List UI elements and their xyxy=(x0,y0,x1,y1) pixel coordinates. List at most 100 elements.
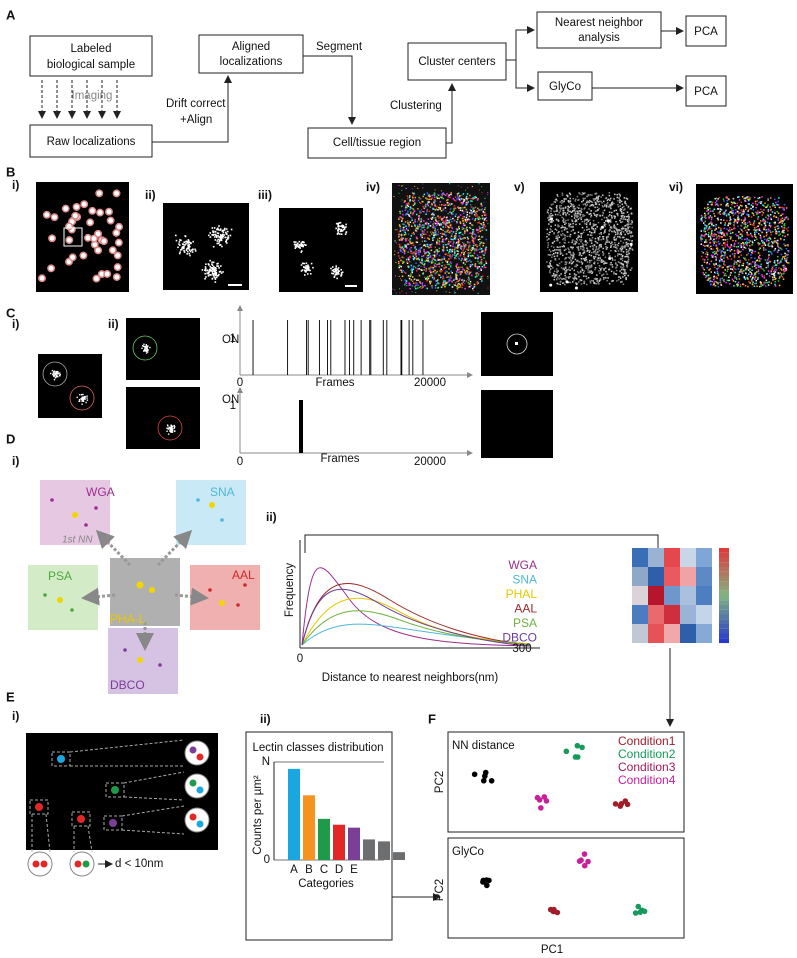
loc xyxy=(571,226,573,228)
loc xyxy=(440,204,443,206)
node-box xyxy=(685,75,727,107)
loc xyxy=(714,215,716,217)
loc xyxy=(626,251,628,253)
loc xyxy=(764,238,766,241)
loc xyxy=(442,239,444,242)
loc xyxy=(557,246,560,249)
loc xyxy=(412,258,414,260)
loc xyxy=(564,270,567,273)
loc xyxy=(466,193,469,195)
loc xyxy=(587,228,590,230)
loc xyxy=(143,343,145,345)
loc xyxy=(757,228,759,231)
loc xyxy=(769,251,772,253)
loc xyxy=(588,254,591,256)
loc xyxy=(403,246,406,248)
loc xyxy=(740,245,743,247)
loc xyxy=(399,228,402,230)
loc xyxy=(438,243,441,245)
loc xyxy=(478,274,480,276)
loc xyxy=(394,240,396,242)
loc xyxy=(406,262,409,264)
loc xyxy=(606,203,608,205)
loc xyxy=(451,203,453,205)
loc xyxy=(754,273,757,275)
loc xyxy=(589,238,591,240)
loc xyxy=(785,248,788,250)
loc xyxy=(751,240,753,243)
loc xyxy=(416,221,418,223)
axis-label: ON xyxy=(222,334,239,346)
loc xyxy=(473,197,475,200)
loc xyxy=(478,183,480,185)
loc xyxy=(589,266,591,268)
loc xyxy=(704,248,706,250)
loc xyxy=(451,248,454,251)
loc xyxy=(412,222,415,224)
loc xyxy=(437,238,439,240)
loc xyxy=(443,279,445,282)
loc xyxy=(480,241,483,244)
loc xyxy=(732,197,735,200)
loc xyxy=(404,210,406,212)
loc xyxy=(455,254,458,256)
loc xyxy=(481,208,484,210)
loc xyxy=(444,285,446,288)
loc xyxy=(739,261,741,263)
loc xyxy=(744,259,747,261)
loc xyxy=(398,235,401,237)
loc xyxy=(718,232,720,234)
loc xyxy=(452,243,454,245)
loc xyxy=(713,212,715,215)
loc xyxy=(216,228,218,231)
loc xyxy=(783,270,785,272)
loc xyxy=(771,266,774,269)
loc xyxy=(419,221,422,223)
loc xyxy=(599,269,602,272)
loc xyxy=(429,206,432,208)
node-box xyxy=(198,34,304,74)
loc xyxy=(623,212,625,214)
loc xyxy=(447,196,449,198)
spot xyxy=(48,234,57,243)
loc xyxy=(441,232,443,235)
center xyxy=(606,219,610,223)
loc xyxy=(395,261,397,263)
loc xyxy=(547,265,549,267)
loc xyxy=(442,246,445,248)
sub-label: ii) xyxy=(266,510,277,524)
loc xyxy=(442,209,444,211)
loc xyxy=(564,221,566,223)
loc xyxy=(707,279,710,281)
loc xyxy=(456,241,459,243)
loc xyxy=(463,259,465,262)
loc xyxy=(432,225,435,227)
loc xyxy=(601,275,603,277)
loc xyxy=(719,230,721,233)
loc xyxy=(426,257,428,259)
loc xyxy=(306,265,309,268)
loc xyxy=(628,219,630,222)
loc xyxy=(431,231,433,233)
loc xyxy=(594,206,596,209)
loc xyxy=(596,280,598,282)
curve xyxy=(301,582,531,646)
loc xyxy=(456,193,459,195)
loc xyxy=(739,285,742,288)
loc xyxy=(204,272,206,275)
loc xyxy=(449,266,452,268)
loc xyxy=(435,224,438,227)
loc xyxy=(461,209,464,212)
loc xyxy=(551,256,553,259)
loc xyxy=(749,267,751,270)
loc xyxy=(754,250,756,253)
loc xyxy=(423,263,426,265)
loc xyxy=(775,216,777,218)
loc xyxy=(189,241,192,244)
loc xyxy=(178,241,181,243)
loc xyxy=(398,217,400,219)
loc xyxy=(618,253,621,255)
loc xyxy=(446,263,449,266)
tick-label: 0 xyxy=(237,456,243,468)
loc xyxy=(425,267,428,270)
